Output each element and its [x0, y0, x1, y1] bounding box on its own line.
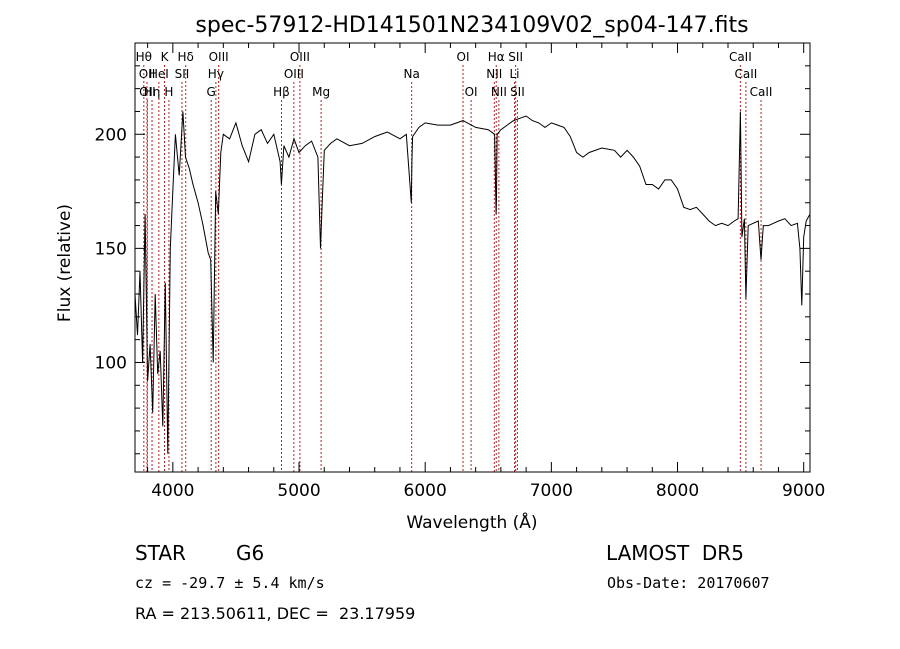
line-marker-label: SII — [510, 85, 525, 99]
line-marker-label: NII — [486, 67, 502, 81]
x-tick-label: 6000 — [404, 481, 447, 501]
x-tick-label: 4000 — [151, 481, 194, 501]
line-marker-label: HeI — [149, 67, 169, 81]
line-marker-labels: HθOIIOIIHηHeIKHSIIHδGHγOIIIHβOIIIOIIIMgN… — [136, 50, 773, 99]
y-tick-label: 100 — [95, 353, 127, 373]
line-marker-label: OI — [457, 50, 470, 64]
line-marker-label: NII — [491, 85, 507, 99]
chart-title: spec-57912-HD141501N234109V02_sp04-147.f… — [195, 13, 748, 38]
spectrum-series — [134, 111, 811, 454]
x-tick-label: 8000 — [656, 481, 699, 501]
x-axis-label: Wavelength (Å) — [406, 511, 537, 533]
x-tick-label: 9000 — [782, 481, 825, 501]
coordinates: RA = 213.50611, DEC = 23.17959 — [135, 604, 416, 623]
line-marker-label: CaII — [750, 85, 773, 99]
line-marker-label: OII — [139, 85, 156, 99]
line-marker-label: Hβ — [273, 85, 290, 99]
y-axis-label: Flux (relative) — [55, 204, 75, 322]
line-marker-label: OIII — [209, 50, 229, 64]
line-marker-label: OIII — [284, 67, 304, 81]
plot-frame — [134, 42, 811, 473]
obs-date: Obs-Date: 20170607 — [607, 574, 770, 592]
x-tick-label: 7000 — [530, 481, 573, 501]
line-marker-label: Na — [404, 67, 420, 81]
line-marker-label: SII — [175, 67, 190, 81]
line-marker-label: OII — [139, 67, 156, 81]
object-class: STAR — [135, 541, 186, 565]
y-axis: 100 150 200 — [95, 42, 810, 455]
line-marker-label: Hα — [488, 50, 505, 64]
line-marker-label: OI — [465, 85, 478, 99]
line-marker-label: Hθ — [136, 50, 152, 64]
line-marker-label: CaII — [735, 67, 758, 81]
line-marker-label: Hη — [144, 85, 161, 99]
line-marker-label: SII — [508, 50, 523, 64]
survey-name: LAMOST DR5 — [606, 541, 744, 565]
x-tick-label: 5000 — [277, 481, 320, 501]
y-tick-label: 150 — [95, 239, 127, 259]
line-markers — [143, 65, 762, 472]
x-axis: 4000 5000 6000 7000 8000 9000 — [147, 43, 825, 501]
line-marker-label: K — [161, 50, 170, 64]
line-marker-label: Li — [509, 67, 519, 81]
line-marker-label: Mg — [312, 85, 330, 99]
line-marker-label: Hδ — [178, 50, 194, 64]
line-marker-label: Hγ — [208, 67, 224, 81]
line-marker-label: OIII — [290, 50, 310, 64]
y-tick-label: 200 — [95, 125, 127, 145]
line-marker-label: H — [164, 85, 173, 99]
line-marker-label: G — [207, 85, 216, 99]
object-subclass: G6 — [236, 541, 265, 565]
velocity-readout: cz = -29.7 ± 5.4 km/s — [135, 574, 325, 592]
line-marker-label: CaII — [729, 50, 752, 64]
